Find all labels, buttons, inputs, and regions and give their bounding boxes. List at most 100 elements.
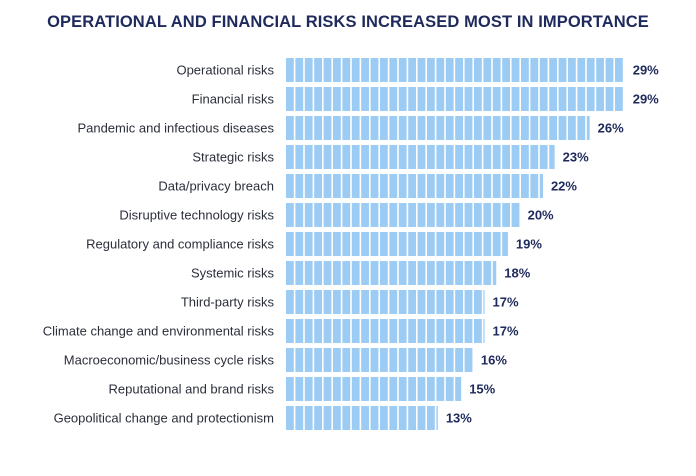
bar-segment bbox=[492, 58, 501, 82]
bar-segment bbox=[408, 348, 416, 372]
bar-row: Data/privacy breach 22% bbox=[158, 174, 577, 198]
bar-segment bbox=[286, 319, 294, 343]
bar-segment bbox=[427, 348, 435, 372]
bar-segment bbox=[445, 319, 454, 343]
bar-segment bbox=[408, 58, 416, 82]
bar-segment bbox=[389, 290, 398, 314]
bar-segment bbox=[314, 319, 322, 343]
bar-segment bbox=[455, 319, 463, 343]
value-label: 20% bbox=[528, 208, 554, 223]
bar-segment bbox=[596, 87, 604, 111]
bar-segment bbox=[370, 203, 379, 227]
bar-segment bbox=[427, 290, 435, 314]
bar-segment bbox=[323, 116, 332, 140]
bar-segment bbox=[333, 174, 341, 198]
value-label: 13% bbox=[446, 411, 472, 426]
bar-segment bbox=[427, 87, 435, 111]
bar-segment bbox=[417, 290, 426, 314]
bar-segment bbox=[295, 203, 304, 227]
bar-segment bbox=[333, 232, 341, 256]
bar-segment bbox=[502, 87, 510, 111]
bar-segment bbox=[370, 261, 379, 285]
bar-segment bbox=[427, 377, 435, 401]
bar-segment bbox=[398, 377, 407, 401]
bar-segment bbox=[342, 58, 351, 82]
bar-segment bbox=[558, 116, 567, 140]
bar-segment bbox=[436, 203, 445, 227]
category-label: Regulatory and compliance risks bbox=[86, 237, 274, 252]
bar-segment bbox=[304, 377, 313, 401]
bar-row: Disruptive technology risks 20% bbox=[119, 203, 554, 227]
bar-segment bbox=[511, 203, 520, 227]
bar-segment bbox=[427, 406, 435, 430]
bar-segment bbox=[342, 174, 351, 198]
bar-segment bbox=[380, 116, 388, 140]
bar-segment bbox=[333, 261, 341, 285]
bar-segment bbox=[539, 58, 548, 82]
bar-segment bbox=[483, 116, 492, 140]
bar-segment bbox=[474, 87, 482, 111]
bar-segment bbox=[455, 290, 463, 314]
value-label: 29% bbox=[633, 63, 659, 78]
chart-title: OPERATIONAL AND FINANCIAL RISKS INCREASE… bbox=[47, 13, 649, 31]
bar-segment bbox=[445, 203, 454, 227]
bar-segment bbox=[389, 319, 398, 343]
bar-segment bbox=[361, 174, 369, 198]
bar-segment bbox=[286, 116, 294, 140]
bar-segment bbox=[361, 348, 369, 372]
bar-segment bbox=[408, 290, 416, 314]
bar bbox=[286, 348, 473, 372]
bar-segment bbox=[436, 145, 445, 169]
bar-segment bbox=[398, 406, 407, 430]
bar bbox=[286, 174, 543, 198]
bar-segment bbox=[502, 232, 508, 256]
bar-segment bbox=[342, 203, 351, 227]
bar-segment bbox=[286, 145, 294, 169]
bar-segment bbox=[286, 203, 294, 227]
bar-segment bbox=[408, 203, 416, 227]
bar-segment bbox=[568, 87, 576, 111]
bar-segment bbox=[539, 87, 548, 111]
bar-row: Geopolitical change and protectionism 13% bbox=[54, 406, 472, 430]
bar-segment bbox=[408, 319, 416, 343]
bar-segment bbox=[445, 290, 454, 314]
category-label: Disruptive technology risks bbox=[119, 208, 274, 223]
bar-segment bbox=[323, 406, 332, 430]
bar-segment bbox=[370, 290, 379, 314]
bar-segment bbox=[351, 377, 360, 401]
bar-segment bbox=[286, 290, 294, 314]
bar-segment bbox=[427, 174, 435, 198]
bar-segment bbox=[380, 87, 388, 111]
bar-segment bbox=[436, 319, 445, 343]
bar-segment bbox=[408, 174, 416, 198]
category-label: Systemic risks bbox=[191, 266, 275, 281]
bar-segment bbox=[417, 232, 426, 256]
value-label: 17% bbox=[493, 324, 519, 339]
bar-segment bbox=[445, 87, 454, 111]
bar-segment bbox=[464, 116, 473, 140]
bar-segment bbox=[492, 145, 501, 169]
bar-segment bbox=[323, 203, 332, 227]
bar-segment bbox=[417, 406, 426, 430]
bar-segment bbox=[539, 116, 548, 140]
bar-segment bbox=[380, 174, 388, 198]
bar-segment bbox=[427, 232, 435, 256]
bar-segment bbox=[333, 145, 341, 169]
value-label: 15% bbox=[469, 382, 495, 397]
bar-segment bbox=[351, 145, 360, 169]
bar-segment bbox=[389, 203, 398, 227]
bar bbox=[286, 406, 438, 430]
bar-segment bbox=[342, 348, 351, 372]
bar-segment bbox=[398, 58, 407, 82]
bar-segment bbox=[455, 203, 463, 227]
bar-segment bbox=[474, 145, 482, 169]
bar-segment bbox=[361, 377, 369, 401]
bar-segment bbox=[436, 290, 445, 314]
bar-segment bbox=[436, 174, 445, 198]
bar-segment bbox=[502, 116, 510, 140]
bar-segment bbox=[370, 116, 379, 140]
bar-segment bbox=[436, 377, 445, 401]
bar-segment bbox=[521, 174, 529, 198]
